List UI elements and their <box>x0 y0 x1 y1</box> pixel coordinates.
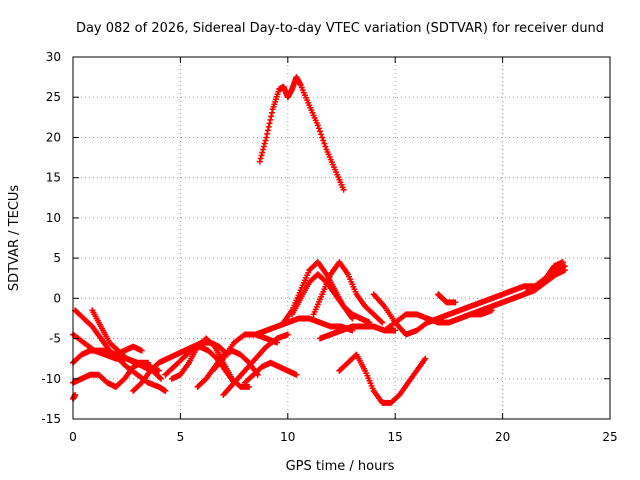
data-points <box>70 74 568 406</box>
series-arc-p <box>310 259 386 326</box>
y-tick-label: 5 <box>53 251 61 265</box>
plot-frame <box>72 56 611 420</box>
chart-title: Day 082 of 2026, Sidereal Day-to-day VTE… <box>76 21 604 36</box>
series-arc-m <box>252 315 356 338</box>
series-arc-l <box>241 359 300 386</box>
data-point-markers <box>220 331 291 398</box>
series-arc-v <box>435 291 459 306</box>
series-arc-r <box>336 351 429 406</box>
y-tick-label: 10 <box>46 211 61 225</box>
series-arc-x <box>525 259 566 294</box>
data-point-markers <box>241 359 300 386</box>
y-tick-label: -10 <box>41 372 61 386</box>
data-point-markers <box>70 391 79 402</box>
series-arc-h <box>168 335 253 390</box>
data-point-markers <box>168 335 253 390</box>
x-tick-label: 0 <box>69 430 77 444</box>
data-point-markers <box>310 259 386 326</box>
y-tick-label: 30 <box>46 50 61 64</box>
x-tick-label: 10 <box>280 430 295 444</box>
x-tick-label: 20 <box>495 430 510 444</box>
y-tick-label: 25 <box>46 90 61 104</box>
axis-ticks: 0 5 10 15 20 25 -15 -10 -5 0 5 10 15 20 25 30 <box>41 50 617 444</box>
series-arc-u <box>424 263 568 326</box>
y-tick-label: 15 <box>46 171 61 185</box>
data-point-markers <box>435 291 459 306</box>
data-point-markers <box>525 259 566 294</box>
series-arc-high <box>256 74 347 193</box>
series-arc-w <box>456 267 568 322</box>
data-point-markers <box>256 74 347 193</box>
x-tick-label: 15 <box>388 430 403 444</box>
data-point-markers <box>456 267 568 322</box>
series-arc-k <box>220 331 291 398</box>
y-tick-label: 20 <box>46 130 61 144</box>
grid <box>73 57 610 419</box>
data-point-markers <box>252 315 356 338</box>
series-arc-y <box>70 391 79 402</box>
y-tick-label: -15 <box>41 412 61 426</box>
data-point-markers <box>424 263 568 326</box>
x-axis-title: GPS time / hours <box>286 459 395 474</box>
y-tick-label: 0 <box>53 291 61 305</box>
y-tick-label: -5 <box>49 332 61 346</box>
x-tick-label: 25 <box>602 430 617 444</box>
data-point-markers <box>336 351 429 406</box>
y-axis-title: SDTVAR / TECUs <box>7 185 22 292</box>
x-tick-label: 5 <box>177 430 185 444</box>
